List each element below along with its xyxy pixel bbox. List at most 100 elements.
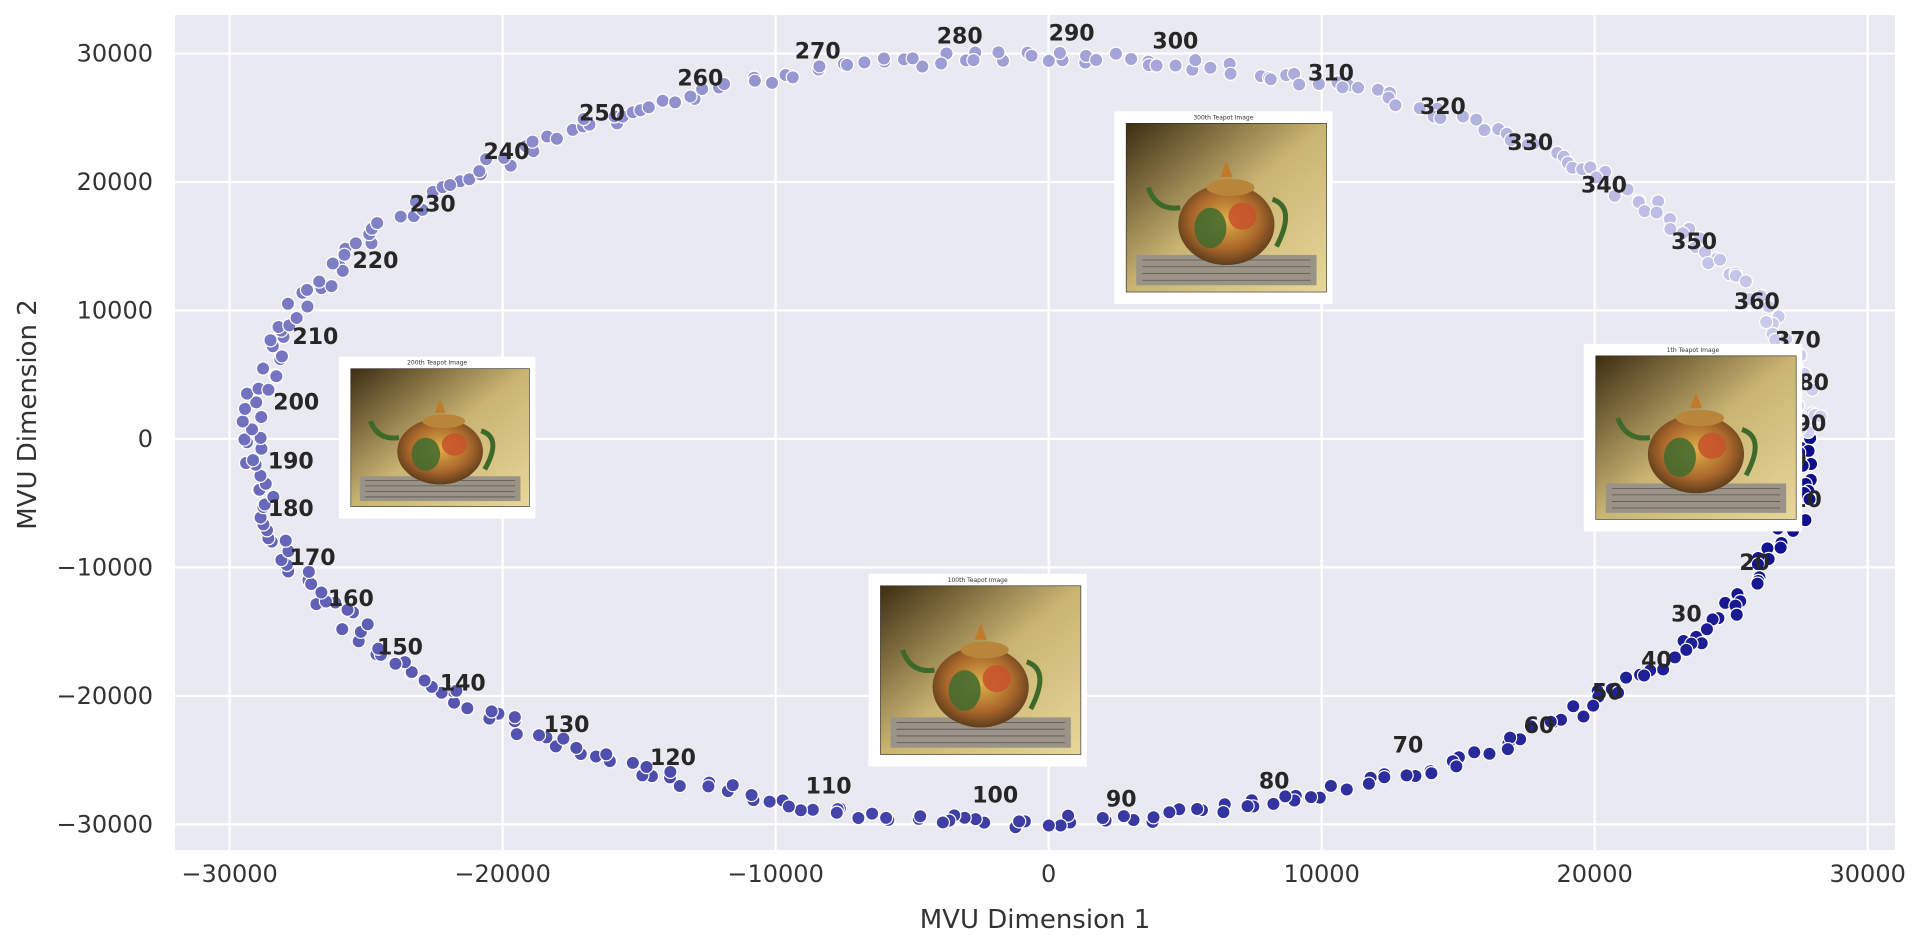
scatter-point [933, 56, 949, 71]
scatter-point [1116, 808, 1132, 824]
scatter-point [1482, 746, 1497, 762]
point-label: 100 [972, 783, 1018, 808]
scatter-point [1469, 112, 1484, 127]
scatter-point [1679, 642, 1694, 658]
scatter-point [261, 382, 276, 397]
scatter-point [1663, 221, 1678, 237]
scatter-point [725, 777, 740, 793]
scatter-point [280, 296, 296, 311]
scatter-point [369, 215, 385, 231]
scatter-point [764, 75, 780, 91]
scatter-point [1589, 170, 1604, 185]
scatter-point [1339, 782, 1354, 797]
scatter-point [1729, 607, 1744, 622]
thumbnail-title: 200th Teapot Image [407, 360, 467, 367]
scatter-point [1503, 132, 1519, 148]
scatter-point [531, 728, 547, 743]
thumbnail-title: 1th Teapot Image [1667, 347, 1720, 354]
point-label: 220 [352, 249, 398, 274]
scatter-point [235, 414, 250, 429]
scatter-point [1813, 409, 1828, 424]
scatter-point [905, 51, 920, 66]
scatter-point [340, 602, 355, 618]
point-label: 90 [1106, 787, 1137, 812]
scatter-point [569, 740, 584, 756]
scatter-point [449, 683, 464, 698]
point-label: 230 [410, 193, 456, 218]
scatter-point [812, 59, 827, 74]
point-label: 210 [292, 325, 338, 350]
x-tick-label: 10000 [1283, 860, 1359, 888]
scatter-point [496, 150, 512, 166]
y-axis-label: MVU Dimension 2 [13, 299, 43, 530]
point-label: 350 [1671, 230, 1717, 255]
scatter-point [266, 489, 281, 505]
scatter-point [472, 163, 487, 179]
scatter-point [694, 81, 710, 97]
scatter-point [1041, 53, 1057, 69]
scatter-point [1311, 76, 1327, 92]
scatter-point [237, 432, 252, 447]
scatter-point [335, 263, 350, 279]
scatter-point [337, 247, 352, 262]
point-label: 260 [677, 67, 723, 92]
scatter-point [625, 755, 641, 771]
scatter-point [744, 787, 759, 803]
scatter-point [249, 395, 264, 410]
scatter-point [253, 430, 268, 446]
x-tick-label: −30000 [181, 860, 277, 888]
scatter-point [1636, 668, 1652, 683]
x-tick-label: −20000 [454, 860, 550, 888]
scatter-point [1467, 745, 1482, 760]
thumbnail-title: 300th Teapot Image [1193, 114, 1253, 121]
scatter-point [1095, 810, 1110, 826]
scatter-point [672, 778, 687, 794]
point-label: 170 [290, 546, 336, 571]
y-tick-label: 10000 [77, 296, 153, 324]
scatter-point [1168, 58, 1183, 73]
scatter-point [599, 747, 614, 762]
scatter-point [857, 55, 872, 70]
point-label: 290 [1049, 22, 1095, 47]
point-label: 50 [1592, 681, 1623, 706]
scatter-point [269, 369, 284, 384]
scatter-point [274, 349, 290, 364]
scatter-point [805, 802, 821, 817]
scatter-point [1585, 698, 1601, 713]
scatter-point [829, 805, 844, 820]
point-label: 160 [328, 587, 374, 612]
scatter-point [793, 803, 808, 818]
scatter-point [701, 779, 716, 794]
point-label: 270 [795, 40, 841, 65]
scatter-point [1750, 576, 1765, 591]
y-tick-label: 20000 [77, 168, 153, 196]
scatter-point [1618, 670, 1634, 685]
point-labels: 0102030405060708090100110120130140150160… [268, 22, 1829, 813]
scatter-point [556, 731, 571, 746]
x-axis-label: MVU Dimension 1 [920, 905, 1151, 935]
scatter-point [1088, 52, 1104, 68]
scatter-point [1278, 789, 1293, 804]
scatter-point [864, 806, 880, 821]
scatter-point [1149, 58, 1164, 73]
teapot-thumbnail: 300th Teapot Image [1114, 111, 1333, 305]
scatter-point [851, 810, 866, 826]
scatter-point [460, 701, 475, 716]
scatter-point [1607, 188, 1622, 204]
scatter-point [484, 704, 499, 719]
scatter-point [639, 759, 654, 775]
scatter-point [1433, 110, 1448, 126]
scatter-point [991, 45, 1006, 60]
y-tick-label: 30000 [77, 40, 153, 68]
point-label: 80 [1259, 769, 1290, 794]
point-label: 130 [544, 713, 590, 738]
scatter-point [303, 576, 319, 592]
scatter-point [1742, 291, 1757, 307]
scatter-point [278, 533, 293, 548]
y-tick-label: 0 [138, 425, 153, 453]
scatter-point [1520, 137, 1535, 152]
scatter-point [1011, 814, 1027, 829]
scatter-point [1412, 101, 1427, 116]
scatter-point [878, 810, 894, 826]
point-label: 140 [440, 672, 486, 697]
